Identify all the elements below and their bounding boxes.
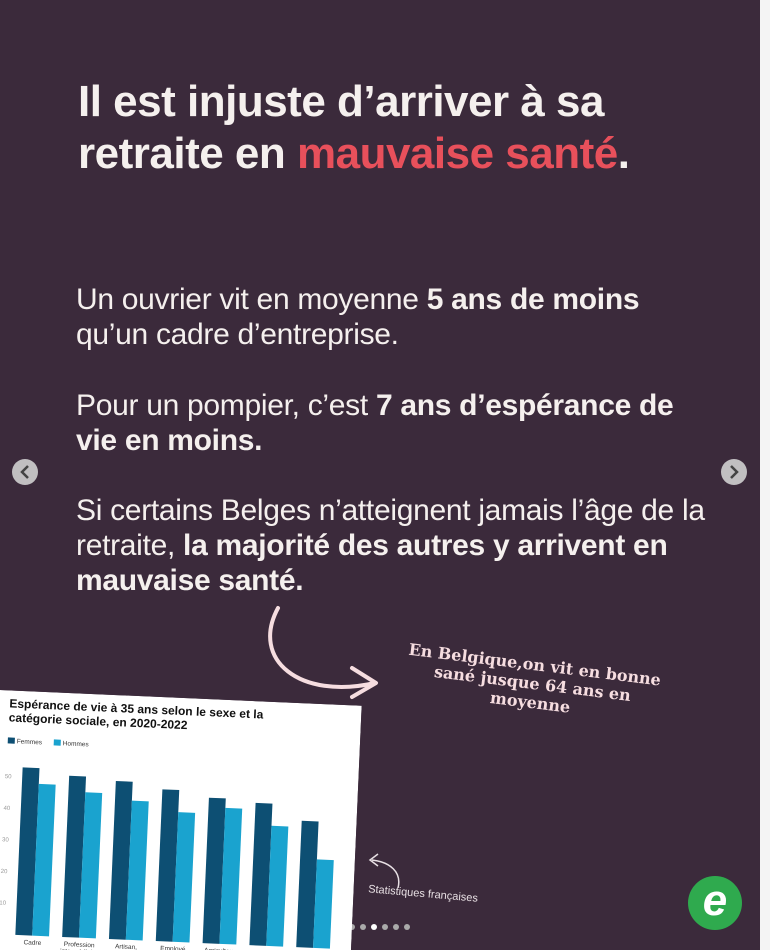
nav-next[interactable] bbox=[721, 459, 747, 485]
arrow-head bbox=[350, 666, 378, 699]
headline: Il est injuste d’arriver à sa retraite e… bbox=[78, 76, 678, 180]
bar bbox=[202, 797, 226, 944]
x-tick-box: Cadre bbox=[23, 939, 42, 948]
bar bbox=[172, 812, 196, 943]
logo: e bbox=[688, 876, 742, 930]
page-dots bbox=[349, 924, 410, 930]
x-tick-box: Artisan, bbox=[114, 943, 138, 950]
x-tick-label: Employé bbox=[160, 945, 186, 950]
text-run: mauvaise santé bbox=[296, 129, 618, 178]
inset-chart: Espérance de vie à 35 ans selon le sexe … bbox=[0, 690, 362, 950]
text-run: Pour un pompier, c’est bbox=[76, 389, 376, 422]
paragraph: Pour un pompier, c’est 7 ans d’espérance… bbox=[76, 388, 706, 458]
legend-label: Hommes bbox=[63, 740, 90, 748]
legend-swatch bbox=[53, 739, 61, 746]
bar bbox=[15, 767, 40, 936]
x-tick-label: Profession intermédiaire bbox=[60, 941, 98, 950]
bar bbox=[155, 789, 180, 942]
text-run: Si certains Belges n’atteignent jamais l… bbox=[76, 494, 705, 562]
y-tick-label: 50 bbox=[5, 774, 13, 780]
bar bbox=[219, 807, 243, 945]
legend-label: Femmes bbox=[17, 738, 43, 746]
y-tick-label: 40 bbox=[3, 806, 11, 812]
bar bbox=[313, 859, 334, 949]
bar bbox=[266, 825, 289, 947]
legend-swatch bbox=[7, 737, 15, 744]
text-run: 7 ans d’espérance de vie en moins. bbox=[76, 389, 674, 457]
text-run: Il est injuste d’arriver à sa retraite e… bbox=[78, 77, 604, 178]
text-run: 5 ans de moins bbox=[426, 283, 640, 316]
arrow bbox=[268, 606, 377, 689]
text-run: . bbox=[617, 129, 630, 178]
y-tick-label: 20 bbox=[1, 869, 9, 875]
edge bbox=[760, 0, 770, 950]
y-tick-label: 10 bbox=[0, 901, 7, 907]
text-run: Un ouvrier vit en moyenne bbox=[76, 283, 427, 316]
y-tick-label: 30 bbox=[2, 837, 10, 843]
paragraph: Si certains Belges n’atteignent jamais l… bbox=[76, 493, 706, 598]
x-tick-label: Cadre bbox=[23, 939, 42, 948]
nav-prev[interactable] bbox=[12, 459, 38, 485]
paragraph: Un ouvrier vit en moyenne 5 ans de moins… bbox=[76, 282, 706, 352]
arrow bbox=[371, 859, 400, 889]
bar bbox=[78, 792, 103, 939]
bar bbox=[108, 780, 133, 940]
bar bbox=[249, 802, 273, 946]
arrow-head bbox=[368, 853, 379, 867]
text-run: la majorité des autres y arrivent en mau… bbox=[76, 529, 668, 597]
bar bbox=[296, 820, 319, 948]
x-tick-box: Employé bbox=[160, 945, 186, 950]
bar bbox=[125, 800, 149, 941]
bar bbox=[62, 775, 87, 938]
bar bbox=[32, 783, 56, 937]
x-tick-box: Profession intermédiaire bbox=[60, 941, 98, 950]
text-run: qu’un cadre d’entreprise. bbox=[76, 318, 399, 351]
x-tick-label: Artisan, bbox=[114, 943, 138, 950]
